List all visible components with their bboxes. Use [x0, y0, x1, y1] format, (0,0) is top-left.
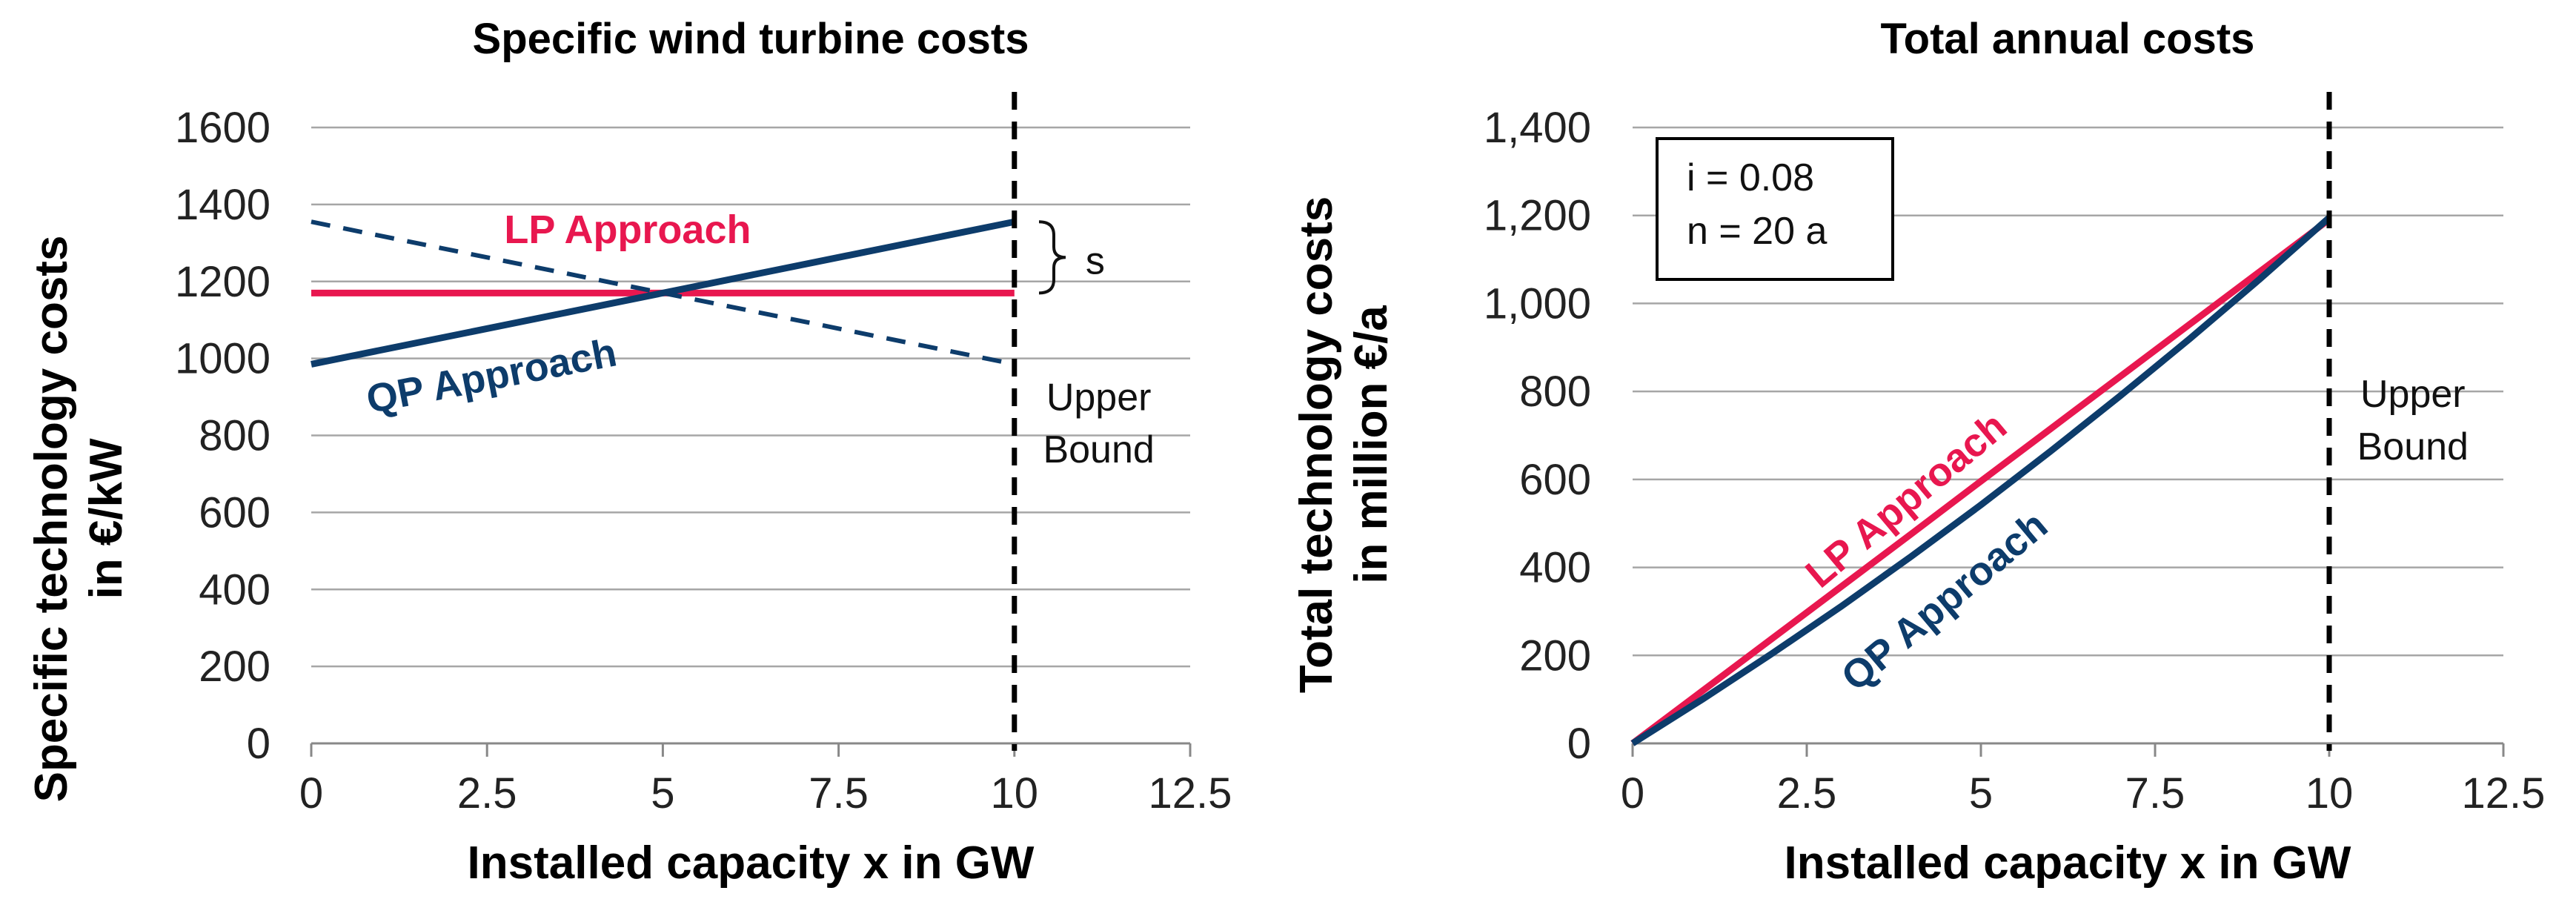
y-tick-label: 1000 — [175, 335, 270, 383]
x-tick-label: 0 — [299, 769, 323, 817]
chart-title: Specific wind turbine costs — [473, 15, 1029, 63]
y-axis-label: in million €/a — [1346, 305, 1397, 584]
chart-title: Total annual costs — [1881, 15, 2255, 63]
x-tick-label: 5 — [651, 769, 674, 817]
y-tick-label: 1,400 — [1484, 104, 1591, 152]
y-tick-label: 1,000 — [1484, 279, 1591, 328]
chart-specific-costs: Specific wind turbine costs 0 200 400 600 800… — [26, 15, 1232, 889]
x-axis-label: Installed capacity x in GW — [468, 838, 1035, 889]
x-tick-label: 2.5 — [457, 769, 517, 817]
upper-bound-label: Bound — [1043, 428, 1154, 471]
series-label: LP Approach — [504, 208, 751, 252]
x-tick-label: 10 — [991, 769, 1039, 817]
y-tick-label: 200 — [1519, 631, 1591, 680]
parameter-box — [1656, 137, 1894, 281]
brace-label-s: s — [1086, 239, 1105, 282]
x-tick-label: 0 — [1621, 769, 1644, 817]
x-axis-label: Installed capacity x in GW — [1785, 838, 2351, 889]
y-tick-label: 0 — [1567, 720, 1591, 768]
parameter-text: n = 20 a — [1687, 210, 1827, 253]
y-tick-label: 400 — [1519, 544, 1591, 592]
y-tick-label: 800 — [1519, 368, 1591, 416]
y-tick-label: 800 — [199, 412, 270, 460]
y-tick-label: 0 — [247, 720, 270, 768]
y-tick-label: 1200 — [175, 258, 270, 306]
upper-bound-label: Upper — [1046, 377, 1152, 419]
x-tick-label: 12.5 — [2462, 769, 2546, 817]
x-tick-label: 7.5 — [809, 769, 869, 817]
x-tick-label: 2.5 — [1777, 769, 1837, 817]
x-tick-label: 12.5 — [1149, 769, 1232, 817]
series-line-qp — [1630, 215, 2331, 746]
upper-bound-label: Bound — [2357, 425, 2469, 468]
y-tick-label: 600 — [199, 488, 270, 537]
y-axis-label: Total technology costs — [1291, 196, 1342, 694]
series-line-qp-dashed — [311, 219, 1015, 367]
upper-bound-label: Upper — [2360, 373, 2466, 416]
parameter-text: i = 0.08 — [1687, 156, 1814, 199]
x-tick-label: 7.5 — [2125, 769, 2185, 817]
chart-total-annual-costs: Total annual costs 0 200 400 600 800 1,000 1,20… — [1291, 15, 2545, 889]
series-line-lp — [1630, 216, 2331, 746]
y-tick-label: 1400 — [175, 181, 270, 229]
x-tick-label: 5 — [1969, 769, 1993, 817]
y-tick-label: 200 — [199, 643, 270, 691]
y-tick-label: 600 — [1519, 456, 1591, 504]
y-tick-label: 1,200 — [1484, 192, 1591, 240]
y-tick-label: 1600 — [175, 104, 270, 152]
x-tick-label: 10 — [2306, 769, 2354, 817]
y-tick-label: 400 — [199, 566, 270, 614]
y-axis-label: in €/kW — [81, 438, 132, 600]
y-axis-label: Specific technology costs — [26, 236, 77, 803]
